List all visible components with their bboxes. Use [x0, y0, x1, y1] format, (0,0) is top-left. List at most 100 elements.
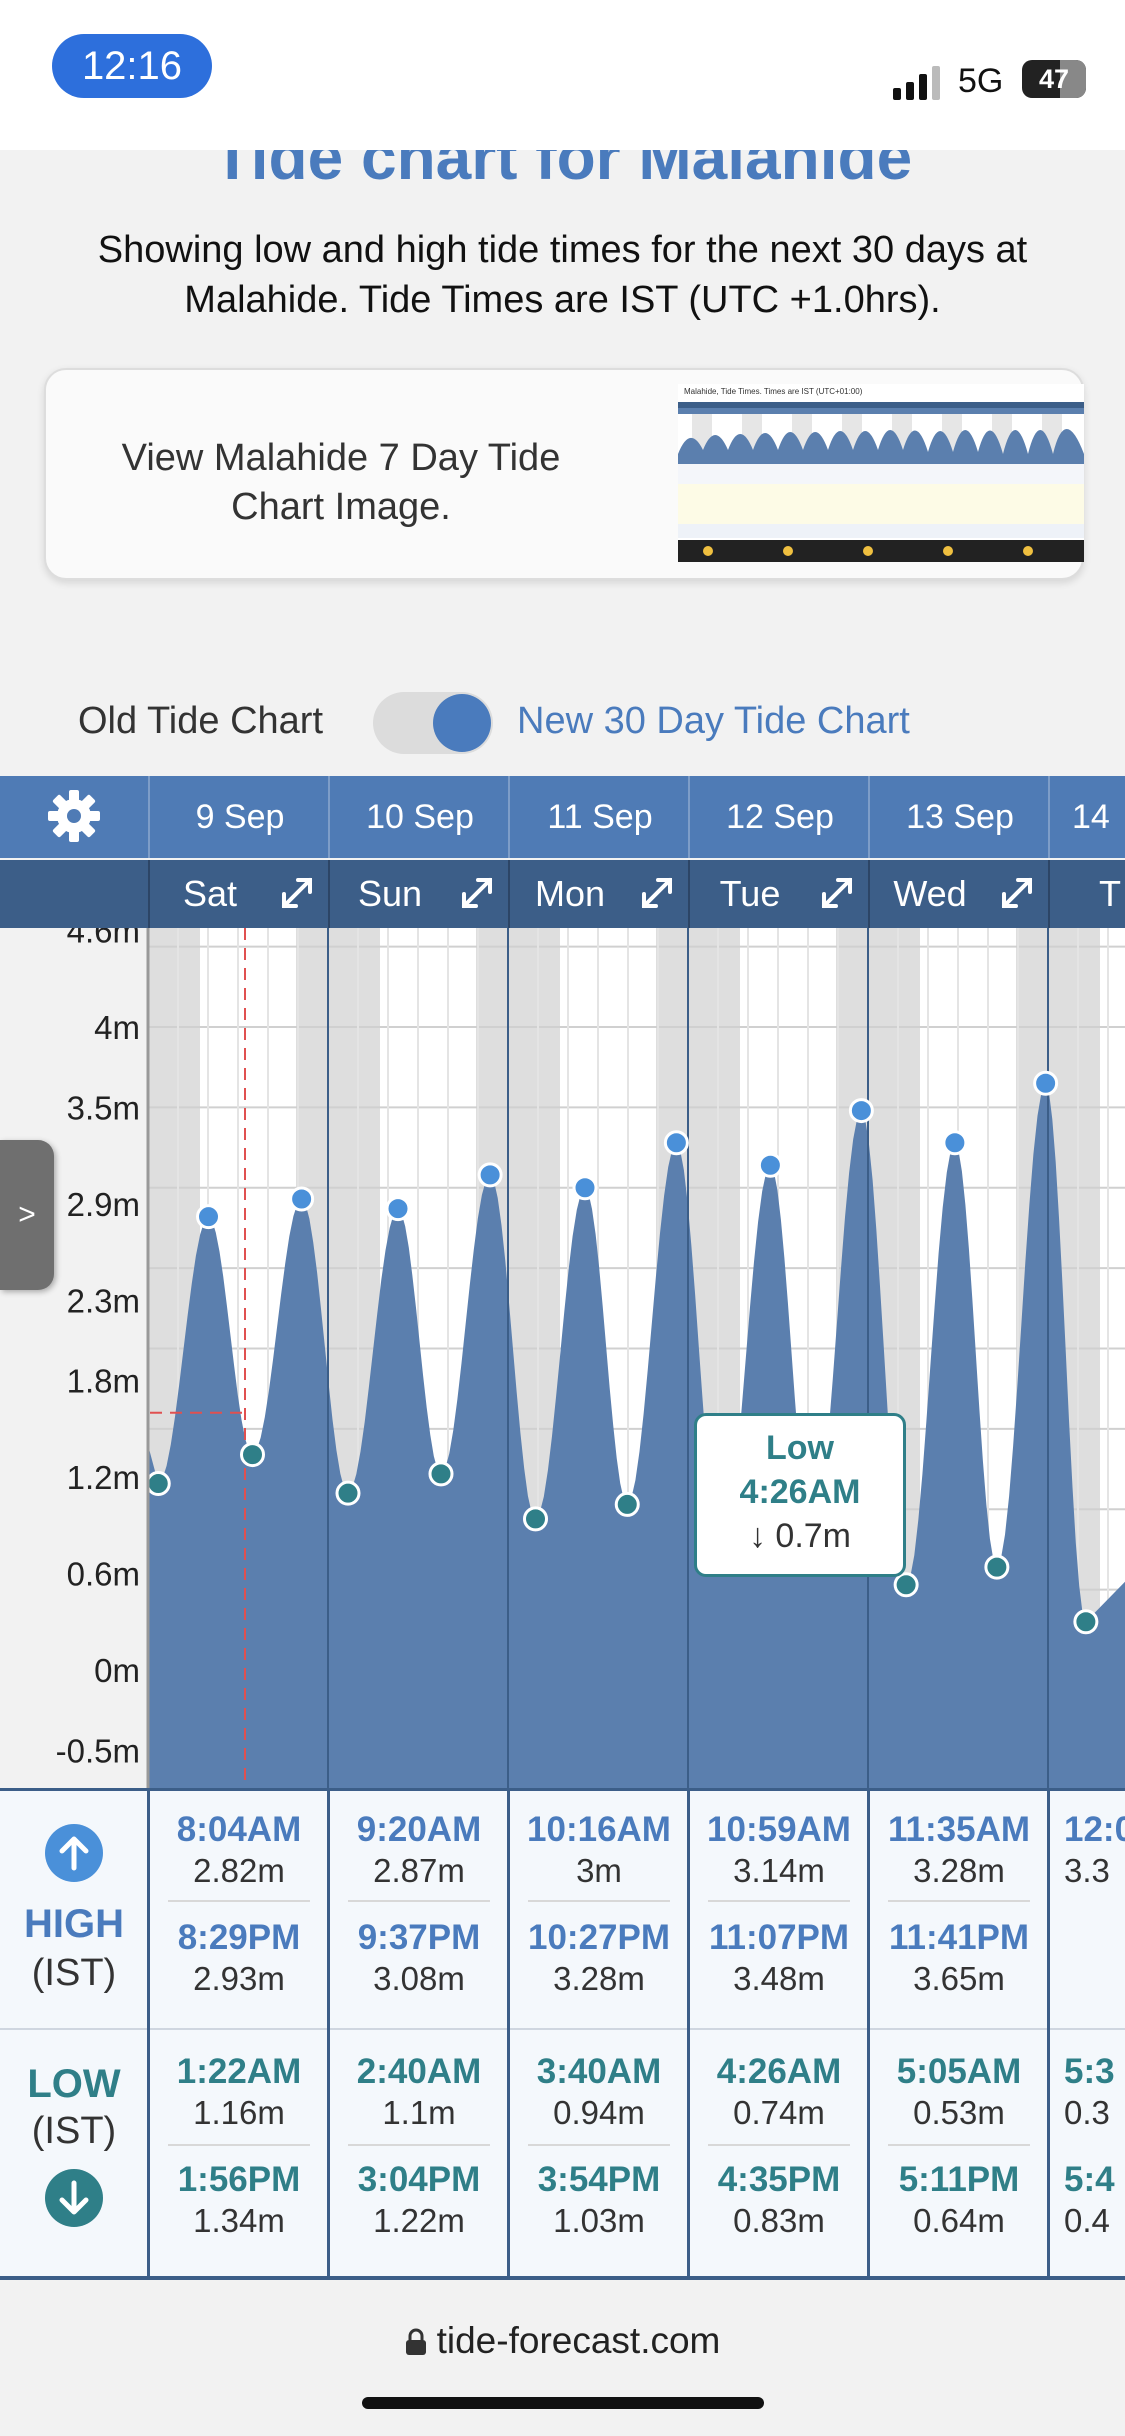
- table-day-column: 9:20AM 2.87m 9:37PM 3.08m 2:40AM 1.1m 3:04PM 1.…: [327, 1788, 510, 2280]
- lock-icon: [405, 2328, 426, 2355]
- cell-divider: [348, 2144, 490, 2146]
- day-label: T: [1099, 873, 1121, 914]
- day-label: Sat: [182, 873, 238, 914]
- high-tide-point[interactable]: [196, 1204, 221, 1230]
- tide-time: 4:26AM: [716, 2052, 842, 2091]
- tide-height: 3.14m: [733, 1852, 825, 1889]
- day-cell[interactable]: Sun: [328, 860, 510, 928]
- y-tick-label: -0.5m: [56, 1732, 140, 1769]
- tide-chart: 4.6m 4m 3.5m 2.9m 2.3m 1.8m 1.2m 0.6m 0m -0.5m: [0, 928, 1125, 1788]
- high-label: HIGH: [24, 1902, 124, 1946]
- high-tide-point[interactable]: [289, 1186, 315, 1212]
- url-field[interactable]: tide-forecast.com: [0, 2320, 1125, 2362]
- low-tide-point[interactable]: [335, 1480, 361, 1506]
- cell-divider: [528, 1900, 670, 1902]
- day-label: Tue: [719, 873, 781, 914]
- tide-time: 5:4: [1064, 2160, 1115, 2199]
- expand-icon[interactable]: [278, 874, 316, 912]
- signal-icon: [893, 66, 940, 100]
- cell-divider: [168, 1900, 310, 1902]
- tide-time: 4:35PM: [717, 2160, 841, 2199]
- tide-height: 0.53m: [913, 2094, 1005, 2131]
- low-tide-point[interactable]: [984, 1554, 1010, 1580]
- y-tick-label: 3.5m: [67, 1089, 140, 1126]
- chart-toggle[interactable]: [373, 692, 493, 754]
- tooltip-height: ↓ 0.7m: [748, 1517, 852, 1555]
- gear-icon[interactable]: [44, 786, 104, 846]
- expand-icon[interactable]: [638, 874, 676, 912]
- date-cell: 9 Sep: [148, 776, 330, 858]
- day-cell[interactable]: Sat: [148, 860, 330, 928]
- date-cell: 12 Sep: [688, 776, 870, 858]
- high-tide-point[interactable]: [663, 1130, 689, 1156]
- chart-image-link[interactable]: View Malahide 7 Day Tide Chart Image.: [121, 437, 561, 528]
- tide-time: 10:16AM: [527, 1810, 671, 1849]
- low-label: LOW: [27, 2062, 121, 2106]
- tide-height: 1.34m: [193, 2202, 285, 2239]
- chart-image-card[interactable]: View Malahide 7 Day Tide Chart Image. Ma…: [44, 368, 1084, 580]
- low-tide-point[interactable]: [893, 1572, 919, 1598]
- browser-bar: tide-forecast.com: [0, 2282, 1125, 2436]
- arrow-down-icon: [45, 2169, 103, 2227]
- tide-time: 3:04PM: [357, 2160, 481, 2199]
- day-cell[interactable]: Wed: [868, 860, 1050, 928]
- tide-area: [148, 1083, 1125, 1788]
- day-cell[interactable]: T: [1048, 860, 1125, 928]
- tide-height: 1.1m: [382, 2094, 456, 2131]
- cell-divider: [708, 1900, 850, 1902]
- low-tide-point[interactable]: [145, 1471, 171, 1497]
- day-cell[interactable]: Tue: [688, 860, 870, 928]
- cell-divider: [168, 2144, 310, 2146]
- y-tick-label: 2.3m: [67, 1282, 140, 1319]
- table-day-column: 12:0 3.3 5:3 0.3 5:4 0.4: [1047, 1788, 1125, 2280]
- high-tide-point[interactable]: [757, 1152, 783, 1178]
- expand-icon[interactable]: [458, 874, 496, 912]
- tide-tooltip: Low 4:26AM ↓ 0.7m: [694, 1413, 906, 1577]
- table-day-column: 8:04AM 2.82m 8:29PM 2.93m 1:22AM 1.16m 1:56PM 1…: [147, 1788, 330, 2280]
- day-label: Sun: [357, 873, 423, 914]
- high-tide-point[interactable]: [572, 1175, 598, 1201]
- tide-height: 2.87m: [373, 1852, 465, 1889]
- tide-time: 1:22AM: [176, 2052, 302, 2091]
- high-tide-point[interactable]: [848, 1098, 874, 1124]
- day-header: Sat Sun Mon Tue Wed T: [0, 860, 1125, 928]
- tide-height: 3.28m: [913, 1852, 1005, 1889]
- tide-height: 3.65m: [913, 1960, 1005, 1997]
- high-tide-point[interactable]: [1033, 1070, 1059, 1096]
- tooltip-time: 4:26AM: [739, 1473, 861, 1511]
- expand-icon[interactable]: [998, 874, 1036, 912]
- low-tide-point[interactable]: [523, 1506, 548, 1532]
- cell-divider: [348, 1900, 490, 1902]
- chart-thumbnail[interactable]: Malahide, Tide Times. Times are IST (UTC…: [678, 384, 1084, 562]
- expand-icon[interactable]: [818, 874, 856, 912]
- y-tick-label: 0.6m: [67, 1556, 140, 1593]
- low-tide-point[interactable]: [614, 1491, 640, 1517]
- home-indicator: [362, 2397, 764, 2409]
- status-time: 12:16: [52, 34, 212, 98]
- day-label: Mon: [534, 873, 606, 914]
- low-tide-point[interactable]: [428, 1461, 454, 1487]
- high-tide-point[interactable]: [477, 1162, 503, 1188]
- cell-divider: [528, 2144, 670, 2146]
- high-tide-point[interactable]: [942, 1130, 968, 1156]
- y-tick-label: 0m: [94, 1652, 140, 1689]
- intro-text: Showing low and high tide times for the …: [97, 229, 1028, 321]
- high-tide-point[interactable]: [385, 1196, 411, 1222]
- tide-height: 1.03m: [553, 2202, 645, 2239]
- tide-time: 10:59AM: [707, 1810, 851, 1849]
- tide-time: 10:27PM: [527, 1918, 671, 1957]
- tide-time: 3:40AM: [536, 2052, 662, 2091]
- date-cell: 11 Sep: [508, 776, 690, 858]
- tide-height: 2.82m: [193, 1852, 285, 1889]
- date-cell: 14: [1048, 776, 1125, 858]
- low-tide-point[interactable]: [1073, 1609, 1099, 1635]
- tide-height: 3.3: [1064, 1852, 1110, 1889]
- table-day-column: 10:16AM 3m 10:27PM 3.28m 3:40AM 0.94m 3:54PM 1.…: [507, 1788, 690, 2280]
- tide-time: 8:29PM: [177, 1918, 301, 1957]
- day-cell[interactable]: Mon: [508, 860, 690, 928]
- battery-level: 47: [1038, 63, 1070, 94]
- side-expand-tab[interactable]: >: [0, 1140, 54, 1290]
- low-tide-point[interactable]: [240, 1442, 265, 1468]
- tide-time: 11:07PM: [708, 1918, 850, 1957]
- tide-time: 8:04AM: [176, 1810, 302, 1849]
